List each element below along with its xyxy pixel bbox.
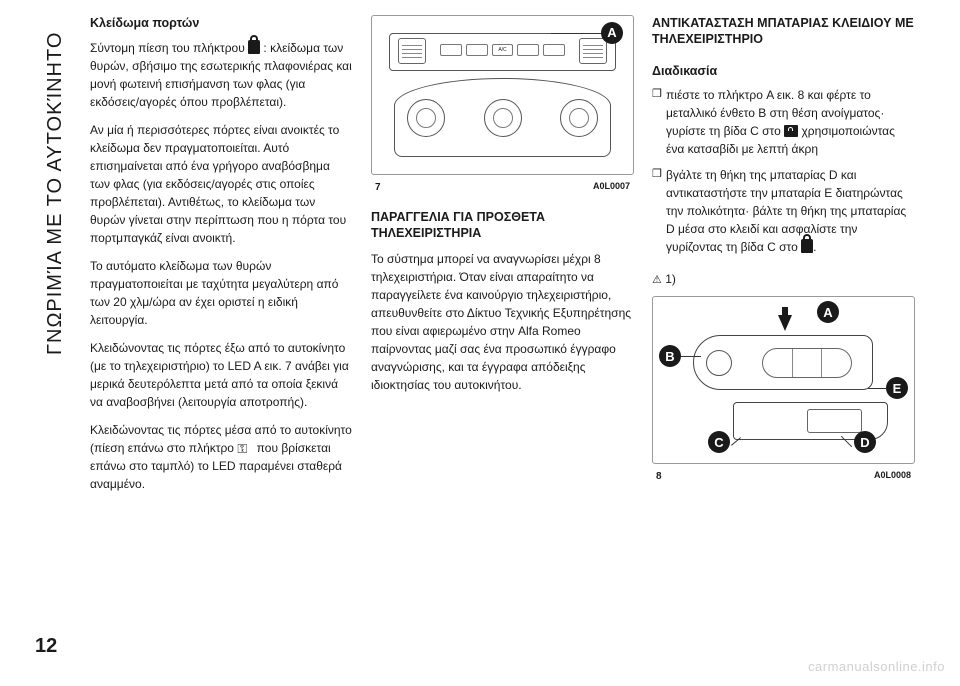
page-container: ΓΝΩΡΙΜΊΑ ΜΕ ΤΟ ΑΥΤΟΚΊΝΗΤΟ Κλείδωμα πορτώ… xyxy=(0,0,960,686)
bullet-2-text-a: βγάλτε τη θήκη της μπαταρίας D και αντικ… xyxy=(666,168,906,254)
bullet-1-text: πιέστε το πλήκτρο A εικ. 8 και φέρτε το … xyxy=(666,86,915,158)
fob-btn-3 xyxy=(822,349,851,377)
para-1: Σύντομη πίεση του πλήκτρου : κλείδωμα τω… xyxy=(90,39,353,111)
fig8-code: A0L0008 xyxy=(874,469,911,484)
bullet-2: ❒ βγάλτε τη θήκη της μπαταρίας D και αντ… xyxy=(652,166,915,256)
heading-door-lock: Κλείδωμα πορτών xyxy=(90,15,353,31)
dash-btn-5 xyxy=(543,44,565,56)
lock-icon-2 xyxy=(801,239,813,253)
content-columns: Κλείδωμα πορτών Σύντομη πίεση του πλήκτρ… xyxy=(90,15,960,686)
battery-slot xyxy=(807,409,862,433)
dash-btn-1 xyxy=(440,44,462,56)
figure-7: A/C A xyxy=(371,15,634,175)
fig7-number: 7 xyxy=(375,180,381,195)
dash-btn-ac: A/C xyxy=(492,44,514,56)
bullet-marker-1: ❒ xyxy=(652,86,666,158)
column-3: ΑΝΤΙΚΑΤΑΣΤΑΣΗ ΜΠΑΤΑΡΙΑΣ ΚΛΕΙΔΙΟΥ ΜΕ ΤΗΛΕ… xyxy=(652,15,915,686)
figure-7-caption: 7 A0L0007 xyxy=(371,178,634,197)
vent-right xyxy=(579,38,607,64)
column-1: Κλείδωμα πορτών Σύντομη πίεση του πλήκτρ… xyxy=(90,15,353,686)
col2-para-1: Το σύστημα μπορεί να αναγνωρίσει μέχρι 8… xyxy=(371,250,634,394)
dial-right xyxy=(560,99,598,137)
heading-battery-replace: ΑΝΤΙΚΑΤΑΣΤΑΣΗ ΜΠΑΤΑΡΙΑΣ ΚΛΕΙΔΙΟΥ ΜΕ ΤΗΛΕ… xyxy=(652,15,915,48)
key-icon xyxy=(237,443,253,453)
arrow-down-icon xyxy=(778,315,792,331)
bullet-2-text: βγάλτε τη θήκη της μπαταρίας D και αντικ… xyxy=(666,166,915,256)
para-2: Αν μία ή περισσότερες πόρτες είναι ανοικ… xyxy=(90,121,353,247)
fig7-code: A0L0007 xyxy=(593,180,630,195)
dash-upper-panel: A/C xyxy=(389,33,616,71)
dashboard-diagram: A/C xyxy=(384,28,621,162)
open-lock-icon xyxy=(784,125,798,137)
key-logo xyxy=(706,350,732,376)
dash-buttons: A/C xyxy=(440,44,565,56)
line-e xyxy=(868,388,886,389)
figure-8-caption: 8 A0L0008 xyxy=(652,467,915,486)
section-title-vertical: ΓΝΩΡΙΜΊΑ ΜΕ ΤΟ ΑΥΤΟΚΊΝΗΤΟ xyxy=(40,32,70,355)
key-fob-buttons xyxy=(762,348,852,378)
key-fob xyxy=(693,335,873,390)
callout-e-fig8: E xyxy=(886,377,908,399)
dash-btn-4 xyxy=(517,44,539,56)
fob-btn-1 xyxy=(763,349,793,377)
fob-btn-2 xyxy=(793,349,823,377)
para-5: Κλειδώνοντας τις πόρτες μέσα από το αυτο… xyxy=(90,421,353,493)
bullet-1: ❒ πιέστε το πλήκτρο A εικ. 8 και φέρτε τ… xyxy=(652,86,915,158)
fig8-number: 8 xyxy=(656,469,662,484)
dial-left xyxy=(407,99,445,137)
footnote-ref: 1) xyxy=(665,272,676,286)
para-3: Το αυτόματο κλείδωμα των θυρών πραγματοπ… xyxy=(90,257,353,329)
dial-center xyxy=(484,99,522,137)
figure-8: A B C D E xyxy=(652,296,915,464)
para-1-text-a: Σύντομη πίεση του πλήκτρου xyxy=(90,41,248,55)
footnote: ⚠ 1) xyxy=(652,270,915,288)
dash-lower-panel xyxy=(394,78,611,157)
column-2: A/C A 7 A0L0007 xyxy=(371,15,634,686)
watermark: carmanualsonline.info xyxy=(808,657,945,677)
bullet-marker-2: ❒ xyxy=(652,166,666,256)
lock-icon xyxy=(248,40,260,54)
page-number: 12 xyxy=(35,631,57,661)
subheading-procedure: Διαδικασία xyxy=(652,62,915,81)
warning-icon: ⚠ xyxy=(652,272,662,289)
callout-line-a-fig7 xyxy=(551,33,601,34)
vent-left xyxy=(398,38,426,64)
line-b xyxy=(681,356,701,357)
para-4: Κλειδώνοντας τις πόρτες έξω από το αυτοκ… xyxy=(90,339,353,411)
sidebar: ΓΝΩΡΙΜΊΑ ΜΕ ΤΟ ΑΥΤΟΚΊΝΗΤΟ xyxy=(0,15,90,686)
heading-remote-order: ΠΑΡΑΓΓΕΛΙΑ ΓΙΑ ΠΡΟΣΘΕΤΑ ΤΗΛΕΧΕΙΡΙΣΤΗΡΙΑ xyxy=(371,209,634,242)
bullet-2-text-b: . xyxy=(813,240,816,254)
dash-btn-2 xyxy=(466,44,488,56)
callout-a-fig7: A xyxy=(601,22,623,44)
